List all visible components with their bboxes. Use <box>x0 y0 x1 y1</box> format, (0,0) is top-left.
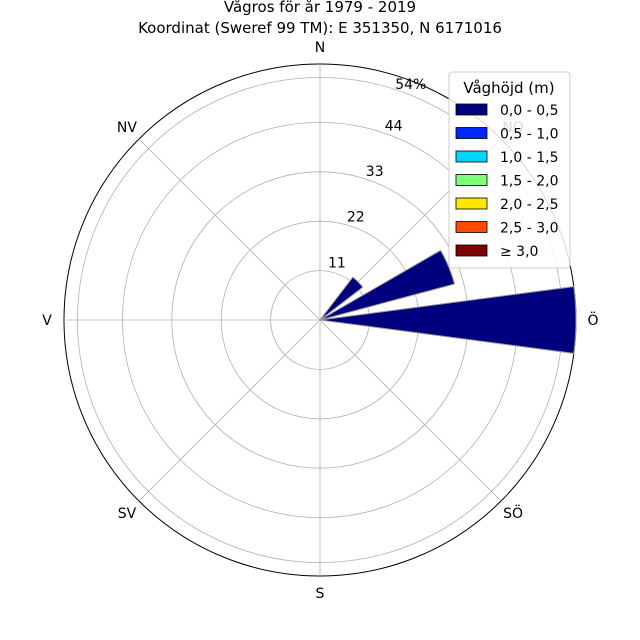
legend-items: 0,0 - 0,5 0,5 - 1,0 1,0 - 1,5 1,5 - 2,0 2,0 … <box>455 103 558 260</box>
radial-tick-label: 11 <box>328 255 346 271</box>
grid-spoke <box>138 319 321 502</box>
direction-label: NV <box>117 120 137 136</box>
direction-label: S <box>316 586 325 602</box>
radial-tick-label: 54% <box>395 77 426 93</box>
legend-label: 1,5 - 2,0 <box>500 174 558 190</box>
legend-swatch <box>455 197 488 210</box>
chart-title-line-1: Vågros för år 1979 - 2019 <box>224 0 416 16</box>
legend-label: ≥ 3,0 <box>500 244 538 260</box>
legend-label: 0,5 - 1,0 <box>500 127 558 143</box>
direction-label: V <box>42 313 52 329</box>
direction-label: N <box>315 40 325 56</box>
legend-label: 2,5 - 3,0 <box>500 221 558 237</box>
grid-spoke <box>138 138 321 321</box>
legend-swatch <box>455 244 488 257</box>
legend-label: 1,0 - 1,5 <box>500 150 558 166</box>
radial-tick-label: 44 <box>385 118 403 134</box>
legend-title: Våghöjd (m) <box>463 79 554 97</box>
direction-label: SV <box>118 506 137 522</box>
chart-title-line-2: Koordinat (Sweref 99 TM): E 351350, N 61… <box>138 19 502 37</box>
radial-tick-label: 33 <box>366 164 384 180</box>
legend-swatch <box>455 174 488 186</box>
direction-label: Ö <box>587 311 598 329</box>
legend-label: 2,0 - 2,5 <box>500 197 558 213</box>
radial-tick-labels: 11 22 33 44 54% <box>328 77 426 271</box>
legend: Våghöjd (m) 0,0 - 0,5 0,5 - 1,0 1,0 - 1,5 1… <box>448 71 571 269</box>
direction-label: SÖ <box>503 504 523 522</box>
legend-box <box>448 71 571 269</box>
legend-swatch <box>455 150 488 163</box>
wave-bar <box>319 249 456 321</box>
legend-label: 0,0 - 0,5 <box>500 103 558 119</box>
legend-swatch <box>455 127 488 139</box>
radial-tick-label: 22 <box>347 210 365 226</box>
wave-bars <box>319 249 577 354</box>
legend-swatch <box>455 103 488 116</box>
wave-bar <box>319 286 577 354</box>
legend-swatch <box>455 221 488 233</box>
grid-spoke <box>319 319 502 502</box>
wave-bar <box>319 276 364 321</box>
